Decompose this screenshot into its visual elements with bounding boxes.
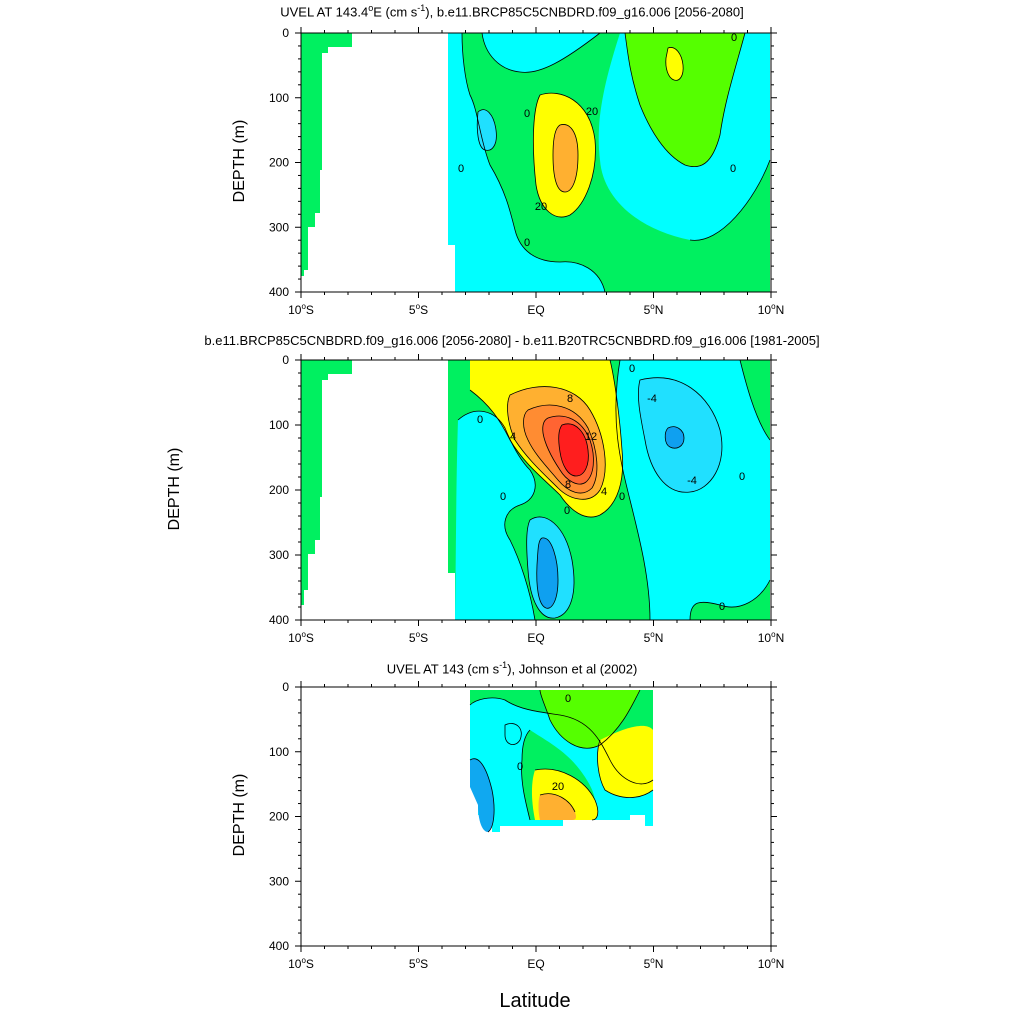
panel2-title: b.e11.BRCP85C5CNBDRD.f09_g16.006 [2056-2… bbox=[204, 333, 820, 348]
y-tick-label: 0 bbox=[282, 26, 289, 40]
panel2-contour-label: 4 bbox=[601, 486, 607, 498]
panel3-fill-yellow-east bbox=[597, 725, 653, 798]
x-tick-label: 5oN bbox=[644, 302, 664, 317]
panel2-contour-label: -4 bbox=[687, 475, 697, 487]
panel2-contour-label: 4 bbox=[510, 431, 516, 443]
panel2-contour-label: 0 bbox=[739, 471, 745, 483]
y-tick-label: 0 bbox=[282, 680, 289, 694]
panel2-contour-label: 0 bbox=[477, 414, 483, 426]
x-tick-label: EQ bbox=[527, 631, 544, 645]
x-tick-label: 10oN bbox=[758, 630, 784, 645]
panel2-fill-cyan-west bbox=[455, 411, 536, 620]
panel2-fill-blue-west bbox=[536, 537, 558, 609]
panel1-contour-label: 0 bbox=[458, 163, 464, 175]
panel2-fill-blue-east bbox=[665, 426, 684, 449]
y-tick-label: 300 bbox=[269, 874, 289, 888]
panel3-contour-label: 20 bbox=[552, 781, 564, 793]
x-tick-label: EQ bbox=[527, 957, 544, 971]
x-axis-label: Latitude bbox=[499, 990, 571, 1012]
panel2-contour-label: 0 bbox=[564, 505, 570, 517]
panel3-contour-label: 0 bbox=[565, 693, 571, 705]
panel3-fill-orange bbox=[538, 793, 576, 820]
x-tick-label: 5oN bbox=[644, 630, 664, 645]
panel1-fill-lime bbox=[625, 33, 745, 167]
panel2-contour-label: 0 bbox=[719, 601, 725, 613]
panel2-contour-label: -4 bbox=[647, 393, 657, 405]
y-tick-label: 300 bbox=[269, 548, 289, 562]
y-tick-label: 100 bbox=[269, 745, 289, 759]
x-tick-label: 10oS bbox=[288, 956, 314, 971]
panel2-fill-green-west bbox=[301, 360, 352, 605]
panel1-contour-label: 20 bbox=[535, 201, 547, 213]
panel3-fill-lime bbox=[540, 690, 640, 749]
panel1-fill-lightblue bbox=[477, 109, 497, 151]
x-tick-label: EQ bbox=[527, 303, 544, 317]
panel2-contour-label: 8 bbox=[565, 479, 571, 491]
y-tick-label: 100 bbox=[269, 91, 289, 105]
panel2-contours bbox=[448, 359, 771, 621]
panel3-title: UVEL AT 143 (cm s-1), Johnson et al (200… bbox=[386, 660, 638, 677]
panel1-fill-green-west bbox=[301, 33, 352, 276]
x-tick-label: 5oN bbox=[644, 956, 664, 971]
y-tick-label: 300 bbox=[269, 220, 289, 234]
panel2-contour-label: 12 bbox=[585, 431, 597, 443]
panel2-fill-red bbox=[558, 423, 589, 476]
y-tick-label: 200 bbox=[269, 156, 289, 170]
x-tick-label: 5oS bbox=[409, 302, 428, 317]
panel2-contour-label: 0 bbox=[629, 363, 635, 375]
panel1-contours bbox=[448, 32, 771, 293]
x-tick-label: 10oS bbox=[288, 630, 314, 645]
x-tick-label: 10oS bbox=[288, 302, 314, 317]
panel1-contour-label: 0 bbox=[524, 108, 530, 120]
panel1-plot: 0 20 0 20 0 0 0 10oS 5oS EQ 5oN 10oN01002003… bbox=[269, 26, 784, 317]
panel3-contours bbox=[469, 689, 654, 833]
y-tick-label: 400 bbox=[269, 613, 289, 627]
y-tick-label: 200 bbox=[269, 810, 289, 824]
panel1-title: UVEL AT 143.4oE (cm s-1), b.e11.BRCP85C5… bbox=[280, 3, 744, 20]
panel2-contour-label: 0 bbox=[619, 491, 625, 503]
panel3-contour-labels: 0 0 20 bbox=[517, 693, 571, 793]
panel2-plot: 0 4 8 12 8 4 0 0 -4 -4 0 0 0 0 10oS 5oS EQ… bbox=[269, 353, 784, 645]
y-tick-label: 400 bbox=[269, 285, 289, 299]
panel1-fill-yellow-small bbox=[665, 47, 684, 81]
x-tick-label: 5oS bbox=[409, 956, 428, 971]
panel1-contour-labels: 0 20 0 20 0 0 0 bbox=[458, 32, 737, 249]
panel3-contour-label: 0 bbox=[517, 761, 523, 773]
panel1-contour-label: 0 bbox=[730, 163, 736, 175]
y-tick-label: 100 bbox=[269, 418, 289, 432]
x-tick-label: 10oN bbox=[758, 302, 784, 317]
y-tick-label: 0 bbox=[282, 353, 289, 367]
x-tick-label: 10oN bbox=[758, 956, 784, 971]
panel1-contour-label: 0 bbox=[524, 237, 530, 249]
y-tick-label: 400 bbox=[269, 939, 289, 953]
panel1-contour-label: 20 bbox=[586, 106, 598, 118]
x-tick-label: 5oS bbox=[409, 630, 428, 645]
panel1-contour-label: 0 bbox=[731, 32, 737, 44]
panel2-contour-label: 8 bbox=[567, 393, 573, 405]
y-tick-label: 200 bbox=[269, 483, 289, 497]
panel2-contour-labels: 0 4 8 12 8 4 0 0 -4 -4 0 0 0 0 bbox=[477, 363, 745, 613]
panel2-contour-label: 0 bbox=[500, 491, 506, 503]
panel1-fill-orange bbox=[553, 124, 578, 192]
